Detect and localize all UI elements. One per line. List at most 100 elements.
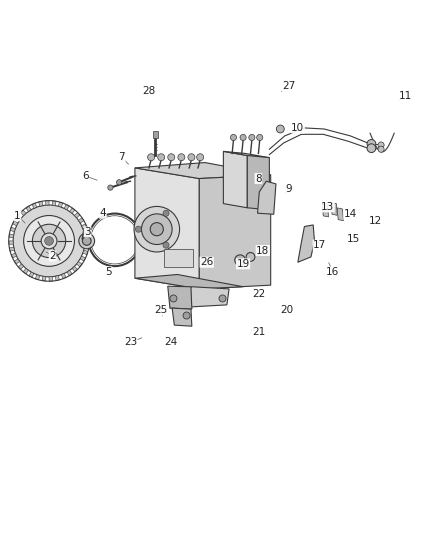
Polygon shape <box>81 224 87 229</box>
Polygon shape <box>9 241 13 245</box>
Polygon shape <box>85 237 89 241</box>
Polygon shape <box>247 156 269 210</box>
Polygon shape <box>78 218 84 223</box>
Polygon shape <box>29 272 34 278</box>
Polygon shape <box>322 204 328 217</box>
Polygon shape <box>10 227 15 232</box>
Ellipse shape <box>45 237 53 245</box>
Text: 24: 24 <box>164 337 177 347</box>
Ellipse shape <box>117 180 122 185</box>
Text: 4: 4 <box>99 208 106 218</box>
Polygon shape <box>16 215 21 220</box>
Text: 9: 9 <box>286 184 293 194</box>
Polygon shape <box>46 200 49 205</box>
Polygon shape <box>223 151 247 208</box>
Ellipse shape <box>257 134 263 141</box>
Text: 5: 5 <box>105 267 112 277</box>
Polygon shape <box>83 250 88 255</box>
Ellipse shape <box>108 185 113 190</box>
Polygon shape <box>172 308 192 326</box>
Text: 15: 15 <box>347 234 360 244</box>
Text: 17: 17 <box>313 240 326 250</box>
Text: 13: 13 <box>321 202 334 212</box>
Ellipse shape <box>163 242 169 248</box>
Ellipse shape <box>240 134 246 141</box>
Polygon shape <box>135 163 271 179</box>
Text: 22: 22 <box>252 289 265 299</box>
Polygon shape <box>258 181 276 214</box>
Text: 27: 27 <box>283 82 296 91</box>
Text: 14: 14 <box>344 209 357 219</box>
Polygon shape <box>135 168 199 289</box>
Ellipse shape <box>158 154 165 161</box>
Ellipse shape <box>197 154 204 161</box>
Ellipse shape <box>24 215 74 266</box>
Ellipse shape <box>183 312 190 319</box>
Polygon shape <box>52 201 56 206</box>
Polygon shape <box>135 274 243 289</box>
Ellipse shape <box>276 125 284 133</box>
FancyBboxPatch shape <box>153 131 158 138</box>
Polygon shape <box>32 203 37 208</box>
Polygon shape <box>21 210 26 215</box>
Text: 6: 6 <box>82 171 89 181</box>
Polygon shape <box>67 270 72 276</box>
Text: 20: 20 <box>280 305 293 315</box>
Polygon shape <box>168 286 192 309</box>
Polygon shape <box>39 201 43 206</box>
Ellipse shape <box>148 154 155 161</box>
Polygon shape <box>9 234 14 238</box>
Ellipse shape <box>249 134 255 141</box>
Ellipse shape <box>41 233 57 249</box>
Polygon shape <box>72 266 78 272</box>
Ellipse shape <box>378 142 384 148</box>
Text: 25: 25 <box>155 305 168 315</box>
Polygon shape <box>49 277 53 281</box>
Text: 2: 2 <box>49 251 56 261</box>
Polygon shape <box>13 221 18 226</box>
Text: 23: 23 <box>124 337 137 347</box>
Ellipse shape <box>135 226 141 232</box>
Polygon shape <box>64 204 69 210</box>
Polygon shape <box>223 151 269 158</box>
Text: 10: 10 <box>291 123 304 133</box>
Polygon shape <box>11 253 17 258</box>
Polygon shape <box>61 273 66 279</box>
Ellipse shape <box>163 210 169 216</box>
Ellipse shape <box>367 140 376 148</box>
Ellipse shape <box>141 214 172 245</box>
Ellipse shape <box>246 253 255 261</box>
Polygon shape <box>77 262 82 267</box>
Polygon shape <box>298 225 314 262</box>
FancyBboxPatch shape <box>164 249 193 266</box>
Text: 18: 18 <box>256 246 269 255</box>
Polygon shape <box>199 175 271 289</box>
Text: 11: 11 <box>399 91 412 101</box>
Polygon shape <box>85 244 89 248</box>
Polygon shape <box>55 276 60 280</box>
Ellipse shape <box>230 134 237 141</box>
Ellipse shape <box>134 206 180 252</box>
Polygon shape <box>42 276 46 281</box>
Ellipse shape <box>367 144 376 152</box>
Text: 19: 19 <box>237 259 250 269</box>
Polygon shape <box>14 259 20 264</box>
Text: 1: 1 <box>14 211 21 221</box>
Polygon shape <box>80 256 85 261</box>
Text: 26: 26 <box>200 257 213 267</box>
Polygon shape <box>35 274 40 280</box>
Ellipse shape <box>82 237 91 245</box>
Ellipse shape <box>178 154 185 161</box>
Ellipse shape <box>170 295 177 302</box>
Text: 21: 21 <box>252 327 265 336</box>
Polygon shape <box>74 213 80 218</box>
Text: 7: 7 <box>118 152 125 162</box>
Polygon shape <box>170 287 229 308</box>
Text: 3: 3 <box>84 227 91 237</box>
Polygon shape <box>18 264 24 269</box>
Polygon shape <box>26 206 31 212</box>
Polygon shape <box>337 208 343 221</box>
Ellipse shape <box>219 295 226 302</box>
Polygon shape <box>84 230 89 235</box>
Text: 8: 8 <box>255 174 262 183</box>
